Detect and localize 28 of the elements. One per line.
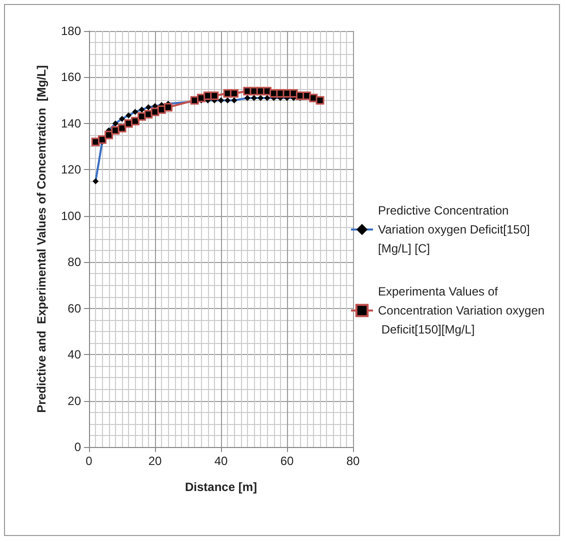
y-tick-label: 120	[60, 162, 82, 177]
y-tick-label: 40	[68, 348, 82, 362]
point	[316, 96, 324, 105]
x-tick-label: 20	[148, 454, 162, 468]
y-tick-label: 0	[74, 440, 82, 454]
y-axis-title: Predictive and Experimental Values of Concentration [Mg/L]	[34, 65, 48, 413]
point	[104, 130, 114, 140]
y-tick-label: 140	[60, 116, 82, 130]
y-tick-label: 80	[68, 255, 82, 270]
point	[144, 110, 153, 118]
y-tick-label: 60	[68, 301, 82, 316]
x-tick-label: 80	[346, 454, 360, 468]
y-tick-label: 180	[60, 24, 82, 38]
x-tick-label: 60	[280, 454, 294, 468]
point	[230, 89, 238, 98]
legend-label: Experimenta Values of Concentration Variation oxygen Deficit[150][Mg/L]	[378, 284, 545, 336]
point	[98, 135, 106, 144]
point	[118, 124, 126, 132]
y-tick-label: 100	[60, 208, 82, 223]
point	[164, 103, 172, 112]
legend-label: Predictive Concentration Variation oxygen Deficit[150] [Mg/L] [C]	[378, 204, 534, 256]
y-tick-label: 20	[68, 394, 82, 408]
x-tick-label: 40	[214, 454, 228, 468]
x-tick-label: 0	[86, 454, 93, 468]
y-tick-label: 160	[60, 70, 82, 84]
x-axis-title: Distance [m]	[184, 480, 258, 494]
point	[210, 91, 219, 100]
point	[130, 116, 140, 126]
